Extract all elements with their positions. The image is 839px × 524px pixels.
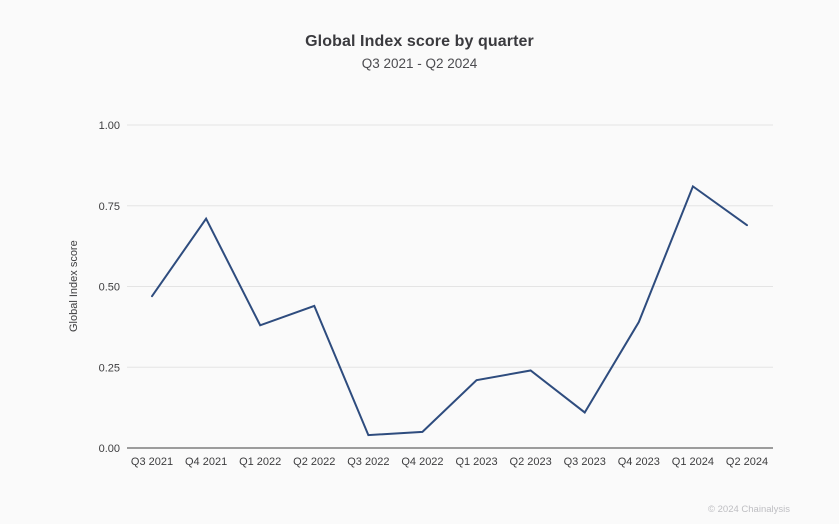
chart-subtitle: Q3 2021 - Q2 2024 xyxy=(361,56,478,71)
x-tick-label: Q1 2024 xyxy=(672,456,714,468)
y-tick-label: 0.75 xyxy=(99,201,120,213)
copyright-footer: © 2024 Chainalysis xyxy=(708,504,790,515)
x-tick-label: Q4 2021 xyxy=(185,456,227,468)
chart-title: Global Index score by quarter xyxy=(305,33,534,50)
x-tick-label: Q4 2022 xyxy=(401,456,443,468)
data-line xyxy=(151,184,748,437)
y-tick-label: 0.50 xyxy=(99,282,120,294)
x-tick-label: Q1 2023 xyxy=(455,456,497,468)
x-tick-label: Q1 2022 xyxy=(239,456,281,468)
y-tick-label: 0.00 xyxy=(99,443,120,455)
y-tick-label: 1.00 xyxy=(99,120,120,132)
chart-header: Global Index score by quarter Q3 2021 - … xyxy=(0,33,839,71)
x-tick-label: Q2 2022 xyxy=(293,456,335,468)
x-tick-label: Q3 2023 xyxy=(564,456,606,468)
x-tick-label: Q4 2023 xyxy=(618,456,660,468)
x-tick-label: Q2 2023 xyxy=(510,456,552,468)
x-tick-label: Q2 2024 xyxy=(726,456,768,468)
x-tick-label: Q3 2022 xyxy=(347,456,389,468)
y-tick-label: 0.25 xyxy=(99,362,120,374)
x-tick-label: Q3 2021 xyxy=(131,456,173,468)
